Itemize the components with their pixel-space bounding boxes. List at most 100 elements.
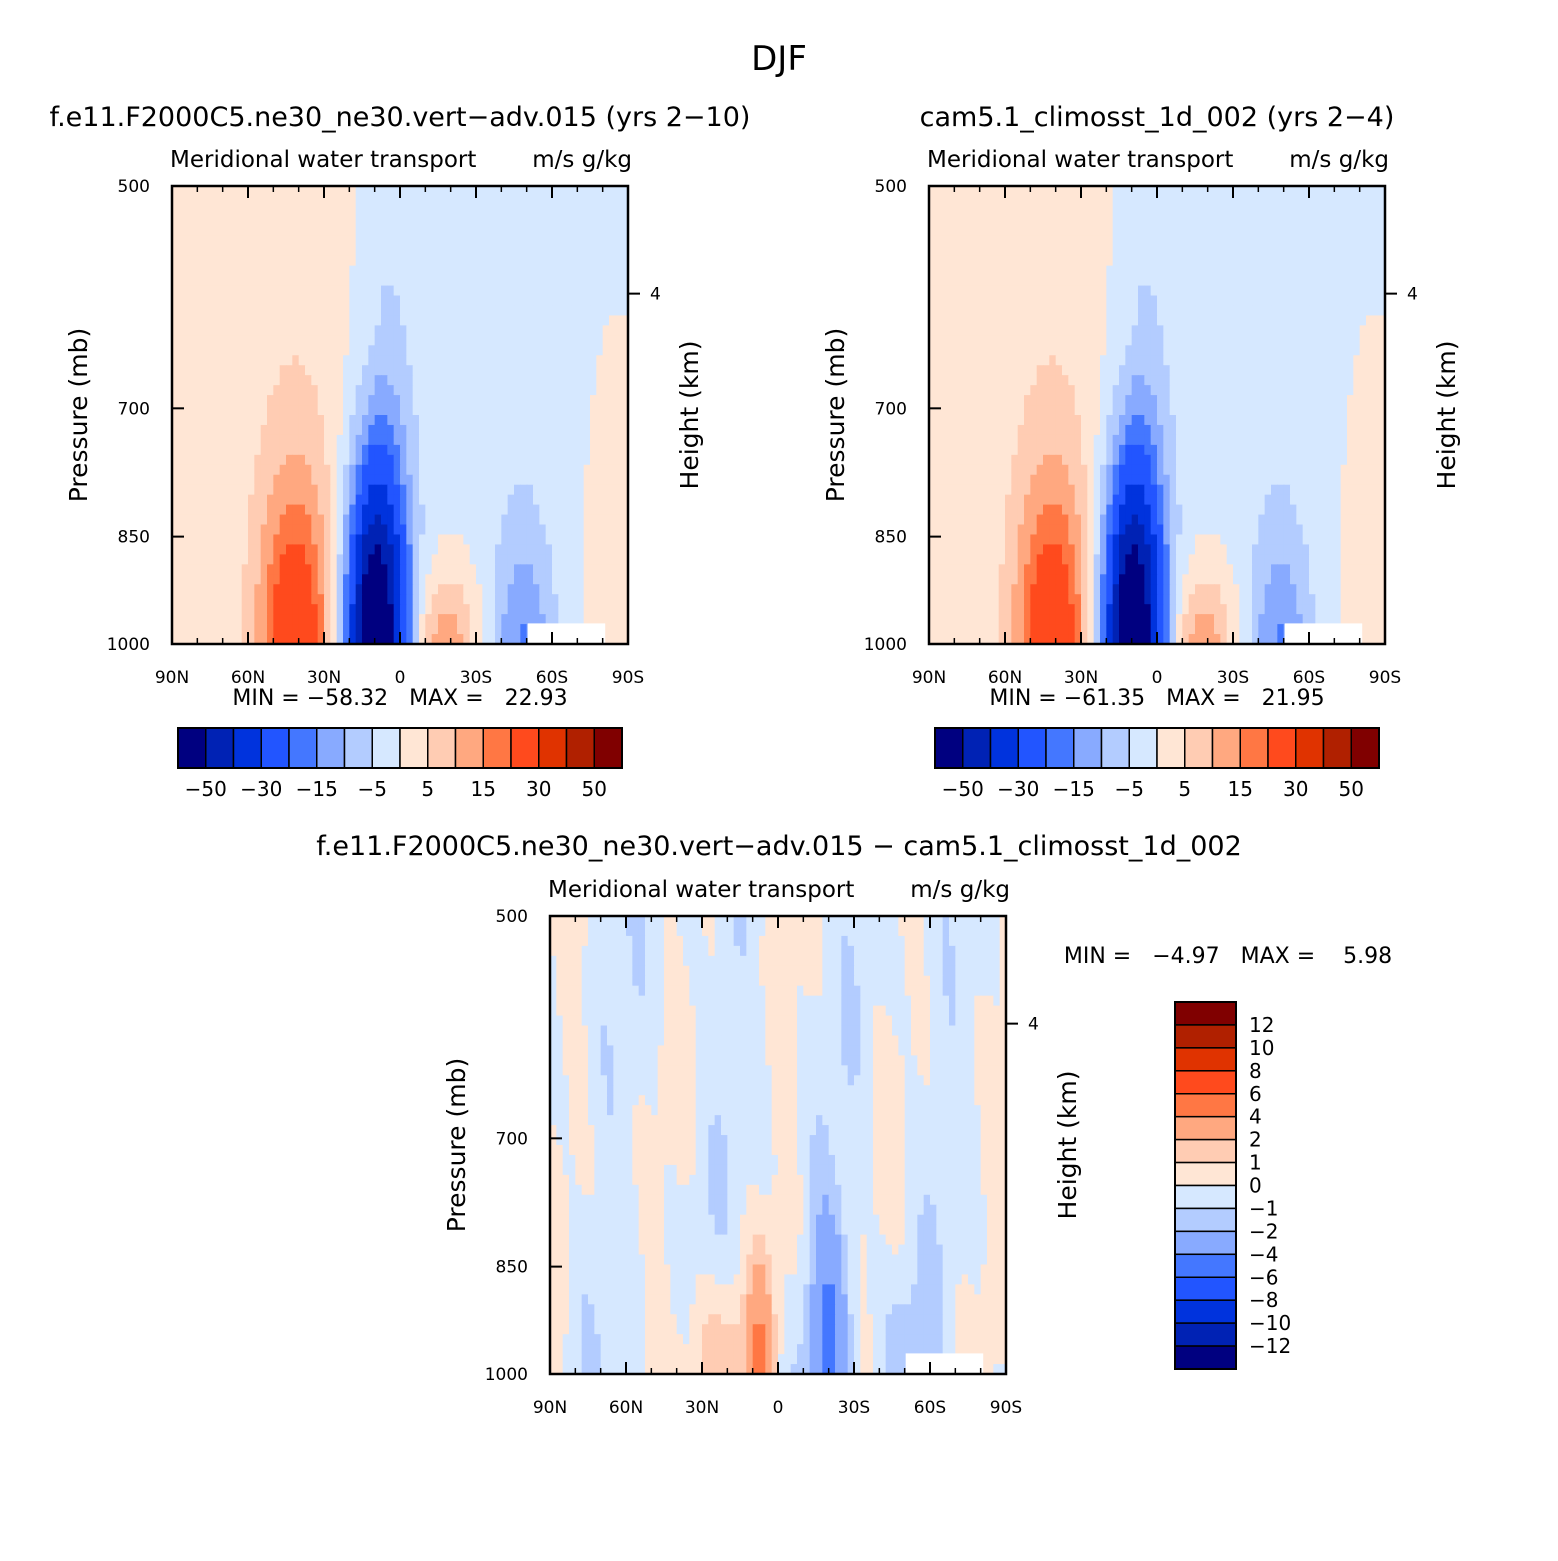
contour-cell (172, 325, 179, 336)
contour-cell (992, 186, 1000, 197)
contour-cell (1049, 285, 1057, 297)
contour-cell (495, 534, 502, 546)
contour-cell (552, 434, 559, 446)
contour-cell (564, 544, 572, 555)
contour-cell (1372, 215, 1380, 227)
contour-cell (298, 504, 306, 516)
contour-cell (1372, 186, 1380, 197)
contour-cell (267, 454, 274, 466)
contour-cell (254, 365, 262, 376)
contour-cell (387, 524, 395, 536)
contour-cell (501, 444, 509, 456)
contour-cell (457, 335, 464, 346)
contour-cell (476, 464, 483, 476)
contour-cell (1036, 195, 1044, 207)
contour-cell (488, 624, 496, 635)
contour-cell (545, 355, 553, 366)
contour-cell (1290, 195, 1297, 207)
contour-cell (374, 255, 382, 267)
colorbar-box (482, 727, 512, 769)
contour-cell (172, 285, 179, 297)
contour-cell (1372, 225, 1380, 237)
contour-cell (457, 215, 464, 227)
contour-cell (286, 614, 293, 625)
contour-cell (248, 484, 255, 496)
contour-cell (1264, 295, 1272, 307)
contour-cell (1271, 385, 1278, 396)
contour-cell (948, 235, 955, 247)
contour-cell (469, 494, 477, 506)
contour-cell (577, 584, 585, 595)
contour-cell (330, 415, 338, 426)
contour-cell (197, 415, 205, 426)
contour-cell (1169, 265, 1177, 277)
contour-cell (438, 514, 445, 526)
contour-cell (558, 375, 566, 386)
contour-cell (311, 375, 319, 386)
contour-cell (184, 295, 192, 307)
contour-cell (172, 554, 179, 565)
contour-cell (609, 215, 616, 227)
contour-cell (526, 265, 534, 277)
contour-cell (1188, 235, 1196, 247)
contour-cell (298, 544, 306, 555)
contour-cell (1011, 375, 1019, 386)
contour-cell (450, 315, 458, 326)
contour-cell (602, 434, 610, 446)
contour-cell (488, 355, 496, 366)
contour-cell (973, 255, 981, 267)
contour-cell (419, 345, 426, 356)
contour-cell (1366, 275, 1373, 287)
contour-cell (412, 614, 420, 625)
contour-cell (552, 275, 559, 287)
contour-cell (520, 424, 528, 436)
contour-cell (374, 295, 382, 307)
contour-cell (979, 295, 987, 307)
contour-cell (1119, 215, 1126, 227)
contour-cell (368, 594, 376, 605)
contour-cell (438, 604, 445, 615)
contour-cell (343, 634, 350, 645)
contour-cell (469, 395, 477, 406)
contour-cell (1100, 325, 1107, 336)
contour-cell (406, 474, 414, 486)
contour-cell (1176, 375, 1183, 386)
contour-cell (273, 375, 281, 386)
contour-cell (514, 365, 521, 376)
contour-cell (1081, 225, 1088, 237)
contour-cell (172, 424, 179, 436)
contour-cell (431, 205, 439, 217)
contour-cell (526, 255, 534, 267)
contour-cell (330, 604, 338, 615)
contour-cell (558, 355, 566, 366)
contour-cell (476, 285, 483, 297)
contour-cell (1043, 275, 1050, 287)
contour-cell (960, 375, 968, 386)
contour-cell (317, 494, 325, 506)
contour-cell (482, 335, 490, 346)
contour-cell (438, 255, 445, 267)
contour-cell (178, 604, 186, 615)
contour-cell (286, 434, 293, 446)
contour-cell (476, 186, 483, 197)
contour-cell (1188, 255, 1196, 267)
contour-cell (1252, 295, 1259, 307)
contour-cell (1125, 285, 1133, 297)
contour-cell (438, 434, 445, 446)
contour-cell (476, 524, 483, 536)
contour-cell (444, 225, 452, 237)
contour-cell (520, 186, 528, 197)
contour-cell (279, 524, 287, 536)
contour-cell (172, 195, 179, 207)
contour-cell (317, 514, 325, 526)
contour-cell (488, 554, 496, 565)
contour-cell (1074, 255, 1082, 267)
contour-cell (273, 285, 281, 297)
contour-cell (172, 405, 179, 416)
contour-cell (992, 265, 1000, 277)
contour-cell (1366, 195, 1373, 207)
contour-cell (254, 534, 262, 546)
contour-cell (450, 554, 458, 565)
contour-cell (400, 345, 407, 356)
contour-cell (558, 335, 566, 346)
